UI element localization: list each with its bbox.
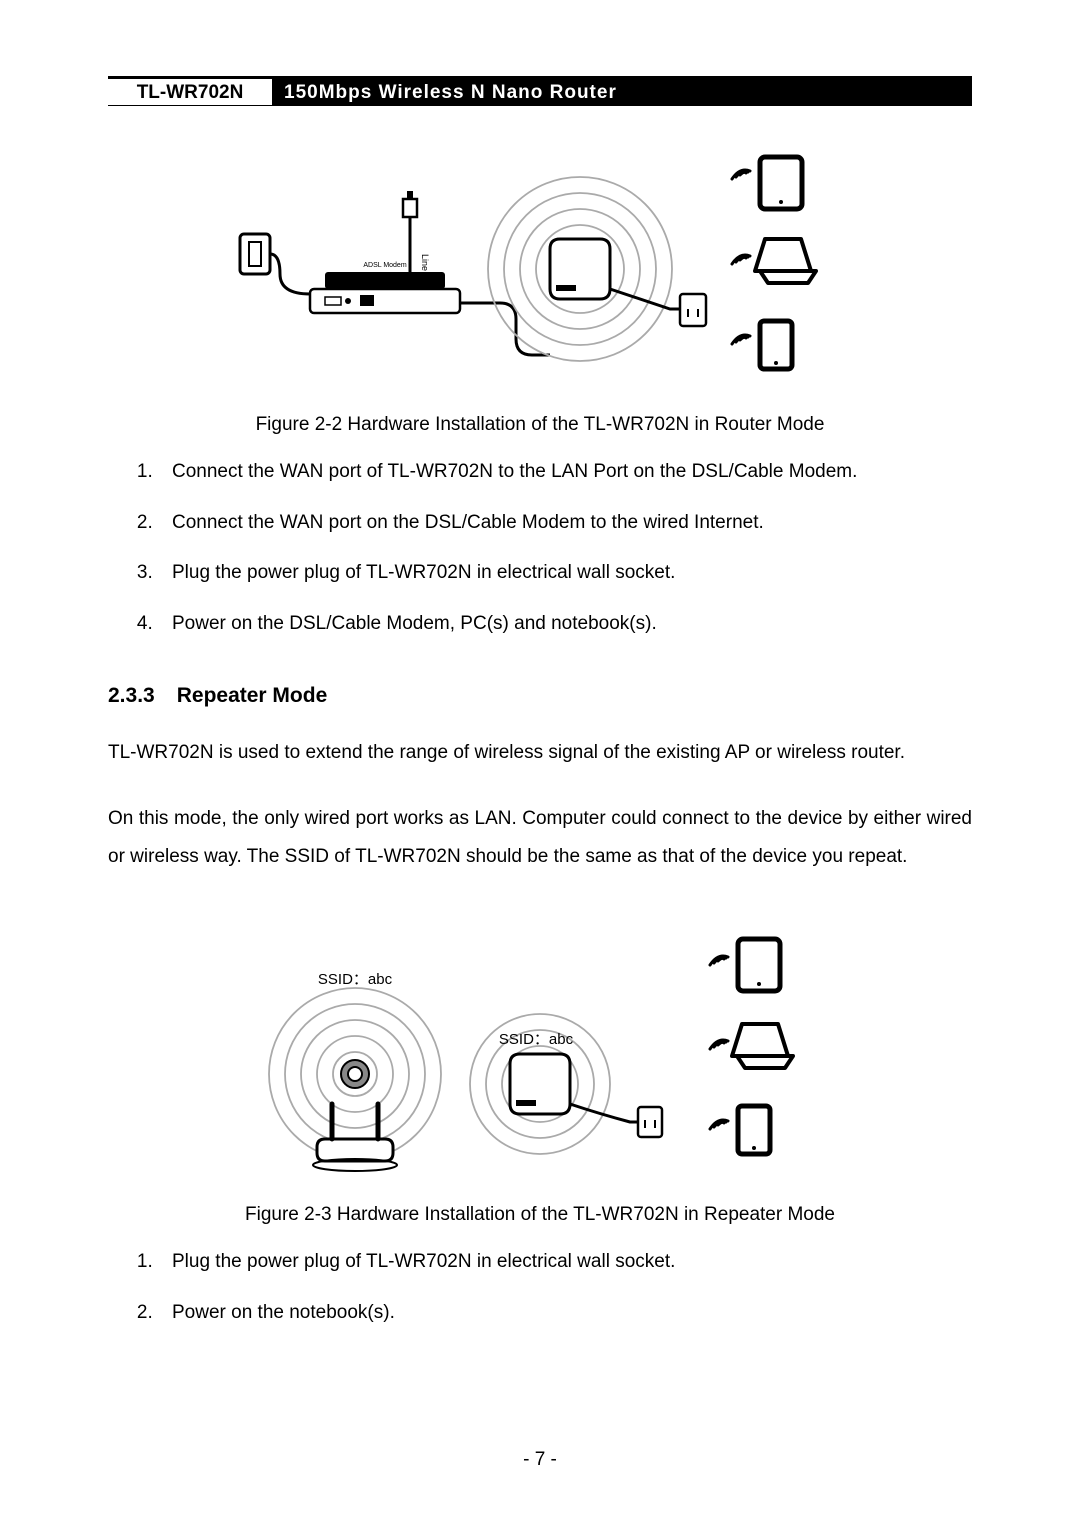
- figure-2-2-caption: Figure 2-2 Hardware Installation of the …: [108, 414, 972, 436]
- paragraph-1: TL-WR702N is used to extend the range of…: [108, 734, 972, 772]
- figure-2-3-caption: Figure 2-3 Hardware Installation of the …: [108, 1204, 972, 1226]
- nano-router-icon: [550, 239, 610, 299]
- router-mode-steps: Connect the WAN port of TL-WR702N to the…: [108, 458, 972, 638]
- figure-2-2-diagram: ADSL Modem Line: [108, 134, 972, 394]
- nano-router-icon: [510, 1054, 570, 1114]
- ssid-label-2: SSID：abc: [499, 1031, 574, 1048]
- wireless-router-icon: [313, 1060, 397, 1171]
- step-item: Power on the DSL/Cable Modem, PC(s) and …: [158, 610, 972, 639]
- step-item: Plug the power plug of TL-WR702N in elec…: [158, 1248, 972, 1277]
- phone-icon: [710, 1106, 770, 1154]
- figure-2-3-diagram: SSID：abc SSID：abc: [108, 904, 972, 1194]
- step-item: Connect the WAN port on the DSL/Cable Mo…: [158, 509, 972, 538]
- tablet-icon: [732, 157, 802, 209]
- modem-icon: ADSL Modem Line: [310, 191, 550, 355]
- section-2-3-3-heading: 2.3.3 Repeater Mode: [108, 684, 972, 708]
- line-label: Line: [420, 254, 430, 271]
- phone-icon: [732, 321, 792, 369]
- section-title: Repeater Mode: [177, 684, 328, 707]
- step-item: Connect the WAN port of TL-WR702N to the…: [158, 458, 972, 487]
- power-outlet-icon: [570, 1104, 662, 1137]
- ssid-label-1: SSID：abc: [318, 971, 393, 988]
- modem-label: ADSL Modem: [363, 262, 406, 269]
- tablet-icon: [710, 939, 780, 991]
- laptop-icon: [732, 239, 816, 283]
- header-model: TL-WR702N: [108, 79, 272, 105]
- step-item: Plug the power plug of TL-WR702N in elec…: [158, 559, 972, 588]
- repeater-mode-steps: Plug the power plug of TL-WR702N in elec…: [108, 1248, 972, 1327]
- step-item: Power on the notebook(s).: [158, 1299, 972, 1328]
- laptop-icon: [710, 1024, 793, 1068]
- wall-socket-icon: [240, 234, 310, 294]
- page-header: TL-WR702N 150Mbps Wireless N Nano Router: [108, 76, 972, 106]
- page-number: - 7 -: [0, 1449, 1080, 1471]
- header-description: 150Mbps Wireless N Nano Router: [272, 79, 972, 105]
- section-number: 2.3.3: [108, 684, 155, 707]
- power-outlet-icon: [610, 289, 706, 326]
- paragraph-2: On this mode, the only wired port works …: [108, 800, 972, 876]
